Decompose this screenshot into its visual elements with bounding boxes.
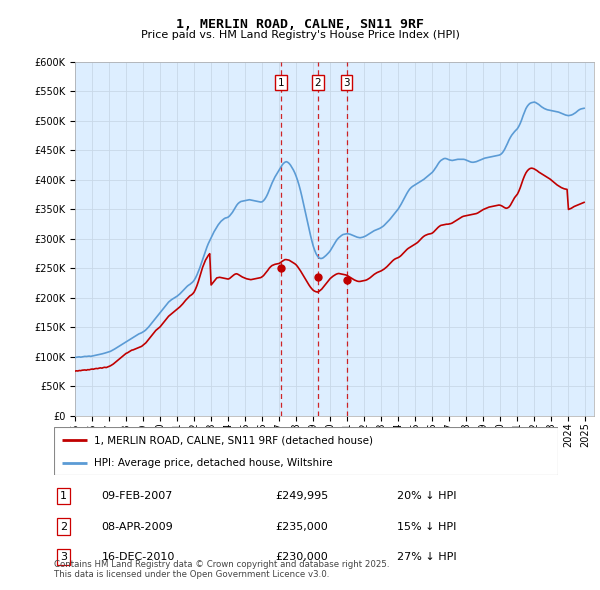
Text: 1: 1 [278,78,284,88]
Text: 1, MERLIN ROAD, CALNE, SN11 9RF (detached house): 1, MERLIN ROAD, CALNE, SN11 9RF (detache… [94,435,373,445]
Text: 27% ↓ HPI: 27% ↓ HPI [397,552,457,562]
Text: 3: 3 [343,78,350,88]
Text: 1: 1 [60,491,67,501]
Text: 3: 3 [60,552,67,562]
Text: 08-APR-2009: 08-APR-2009 [101,522,173,532]
Text: Price paid vs. HM Land Registry's House Price Index (HPI): Price paid vs. HM Land Registry's House … [140,30,460,40]
Text: 20% ↓ HPI: 20% ↓ HPI [397,491,457,501]
Text: £230,000: £230,000 [276,552,329,562]
FancyBboxPatch shape [54,427,558,475]
Text: Contains HM Land Registry data © Crown copyright and database right 2025.
This d: Contains HM Land Registry data © Crown c… [54,560,389,579]
Text: 2: 2 [60,522,67,532]
Text: 15% ↓ HPI: 15% ↓ HPI [397,522,457,532]
Text: 09-FEB-2007: 09-FEB-2007 [101,491,173,501]
Text: 1, MERLIN ROAD, CALNE, SN11 9RF: 1, MERLIN ROAD, CALNE, SN11 9RF [176,18,424,31]
Text: HPI: Average price, detached house, Wiltshire: HPI: Average price, detached house, Wilt… [94,458,333,468]
Text: £249,995: £249,995 [276,491,329,501]
Text: 2: 2 [314,78,321,88]
Text: £235,000: £235,000 [276,522,329,532]
Text: 16-DEC-2010: 16-DEC-2010 [101,552,175,562]
